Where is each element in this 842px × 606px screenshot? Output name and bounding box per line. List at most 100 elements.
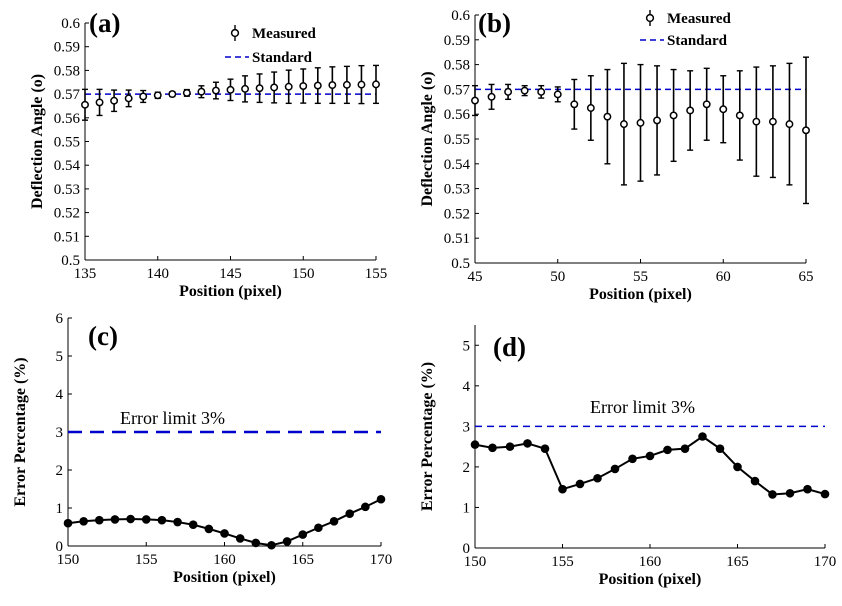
data-point — [768, 117, 777, 126]
data-point — [63, 518, 73, 528]
data-point — [735, 111, 744, 120]
data-point — [505, 442, 515, 451]
x-tick-label: 140 — [147, 266, 170, 282]
panel-label: (c) — [88, 321, 118, 351]
panel-b: 0.5 0.51 0.52 0.53 0.54 0.55 0.56 0.57 0.58 0.59 0… — [419, 8, 814, 303]
y-tick-label: 0.53 — [444, 182, 470, 198]
data-point — [313, 81, 322, 90]
y-tick-label: 0.56 — [444, 107, 471, 123]
data-point — [553, 90, 562, 99]
y-axis-title: Deflection Angle (o) — [419, 71, 436, 206]
y-tick-label: 0 — [463, 541, 471, 557]
data-point — [470, 440, 480, 449]
y-tick-label: 0.58 — [54, 63, 80, 79]
data-point — [139, 92, 148, 101]
data-point — [488, 443, 497, 453]
legend: Measured Standard — [225, 25, 317, 66]
y-tick-label: 4 — [463, 379, 471, 395]
data-point — [669, 111, 678, 120]
data-point — [471, 96, 479, 105]
panel-label: (b) — [478, 8, 511, 38]
y-tick-label: 0.53 — [54, 182, 80, 198]
x-tick-label: 135 — [74, 266, 97, 282]
data-point — [342, 80, 351, 89]
data-point — [345, 509, 355, 518]
data-point — [628, 454, 637, 464]
legend-measured-label: Measured — [252, 26, 317, 42]
y-axis-title: Deflection Angle (o) — [29, 74, 46, 209]
x-tick-label: 145 — [219, 266, 242, 282]
x-axis-title: Position (pixel) — [173, 569, 276, 586]
panel-a: 0.5 0.51 0.52 0.53 0.54 0.55 0.56 0.57 0.58 0.59 0… — [29, 8, 387, 300]
data-point — [715, 444, 725, 453]
y-axis-title: Error Percentage (%) — [419, 362, 436, 511]
data-point — [523, 439, 532, 448]
data-point — [768, 490, 777, 499]
panel-c: 0 1 2 3 4 5 6 150 155 160 165 170 Position (pixel) Er… — [12, 311, 392, 586]
data-point — [785, 120, 794, 129]
x-tick-label: 60 — [716, 269, 731, 285]
data-point — [299, 82, 308, 90]
error-limit-label: Error limit 3% — [120, 408, 225, 428]
data-point — [636, 118, 645, 127]
data-point — [235, 534, 245, 543]
x-tick-label: 160 — [639, 554, 662, 570]
data-point — [79, 517, 88, 526]
x-axis-title: Position (pixel) — [589, 286, 692, 303]
data-point — [110, 96, 119, 105]
legend-standard-label: Standard — [667, 33, 728, 49]
x-tick-label: 50 — [550, 269, 565, 285]
x-tick-label: 155 — [551, 554, 574, 570]
data-point — [752, 117, 761, 126]
data-point — [329, 517, 339, 526]
y-tick-label: 5 — [56, 349, 64, 365]
y-tick-label: 4 — [56, 387, 64, 403]
data-point — [750, 476, 760, 486]
data-point — [680, 444, 690, 453]
y-tick-label: 0.51 — [54, 229, 80, 245]
y-tick-label: 0.57 — [54, 87, 81, 103]
legend-measured-marker — [230, 28, 240, 38]
data-point — [168, 90, 177, 99]
data-point — [267, 540, 276, 550]
panel-label: (d) — [493, 332, 526, 362]
data-point — [204, 524, 214, 534]
data-point — [537, 87, 546, 96]
data-point — [197, 87, 206, 96]
x-tick-label: 55 — [633, 269, 648, 285]
y-tick-label: 0 — [56, 539, 64, 555]
data-point — [487, 92, 496, 101]
y-tick-label: 0.54 — [54, 158, 81, 174]
x-axis-title: Position (pixel) — [599, 571, 702, 588]
data-point — [663, 445, 672, 455]
y-tick-label: 0.54 — [444, 157, 471, 173]
y-tick-label: 2 — [56, 463, 64, 479]
data-point — [820, 489, 830, 499]
data-point — [284, 82, 293, 91]
data-point — [241, 84, 250, 93]
data-point — [188, 520, 198, 530]
x-tick-label: 150 — [292, 266, 315, 282]
data-point — [81, 100, 89, 109]
y-axis-title: Error Percentage (%) — [12, 357, 29, 506]
y-tick-label: 1 — [56, 501, 64, 517]
x-axis-title: Position (pixel) — [179, 283, 282, 300]
data-point — [558, 484, 567, 494]
data-point — [282, 537, 292, 546]
x-tick-label: 150 — [464, 554, 487, 570]
data-point — [95, 515, 104, 525]
y-tick-label: 0.5 — [451, 256, 470, 272]
panel-d: 0 1 2 3 4 5 150 155 160 165 170 Position (pixel) Err… — [419, 325, 836, 588]
y-tick-label: 0.59 — [54, 40, 80, 56]
data-point — [251, 538, 261, 548]
data-point — [298, 530, 308, 539]
data-point — [220, 529, 229, 538]
x-tick-label: 165 — [726, 554, 749, 570]
data-point — [586, 104, 595, 112]
y-tick-label: 5 — [463, 338, 471, 354]
data-point — [141, 515, 151, 524]
data-point — [698, 432, 707, 441]
data-point — [570, 100, 579, 109]
y-tick-label: 1 — [463, 500, 471, 516]
data-point — [361, 502, 370, 512]
